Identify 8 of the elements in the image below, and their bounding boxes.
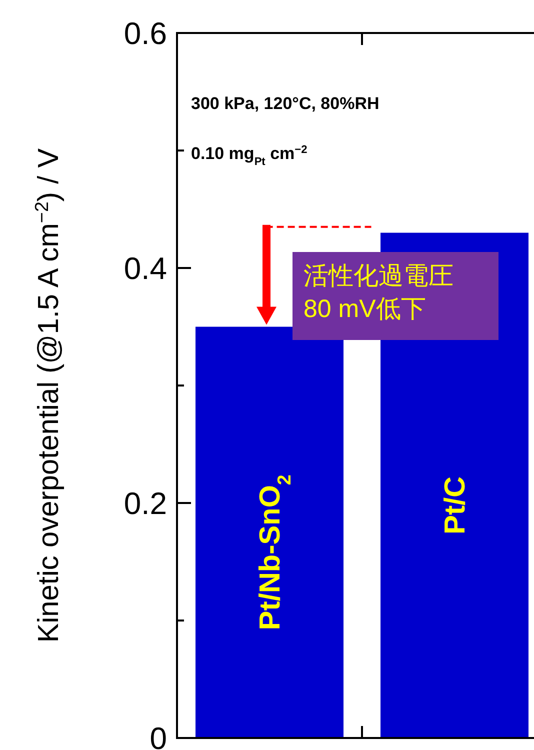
annotation: 0.10 mg$_{Pt}$ cm$^{−2}$ [191, 144, 308, 168]
y-tick-label: 0.2 [124, 486, 167, 521]
annotation: 300 kPa, 120°C, 80%RH [191, 94, 380, 113]
y-tick-label: 0.4 [124, 251, 167, 286]
x-tick-label: Pt/C [440, 476, 472, 534]
annotation: 活性化過電圧 80 mV低下 [304, 262, 454, 323]
y-tick-label: 0 [150, 721, 167, 750]
y-tick-label: 0.6 [124, 16, 167, 51]
